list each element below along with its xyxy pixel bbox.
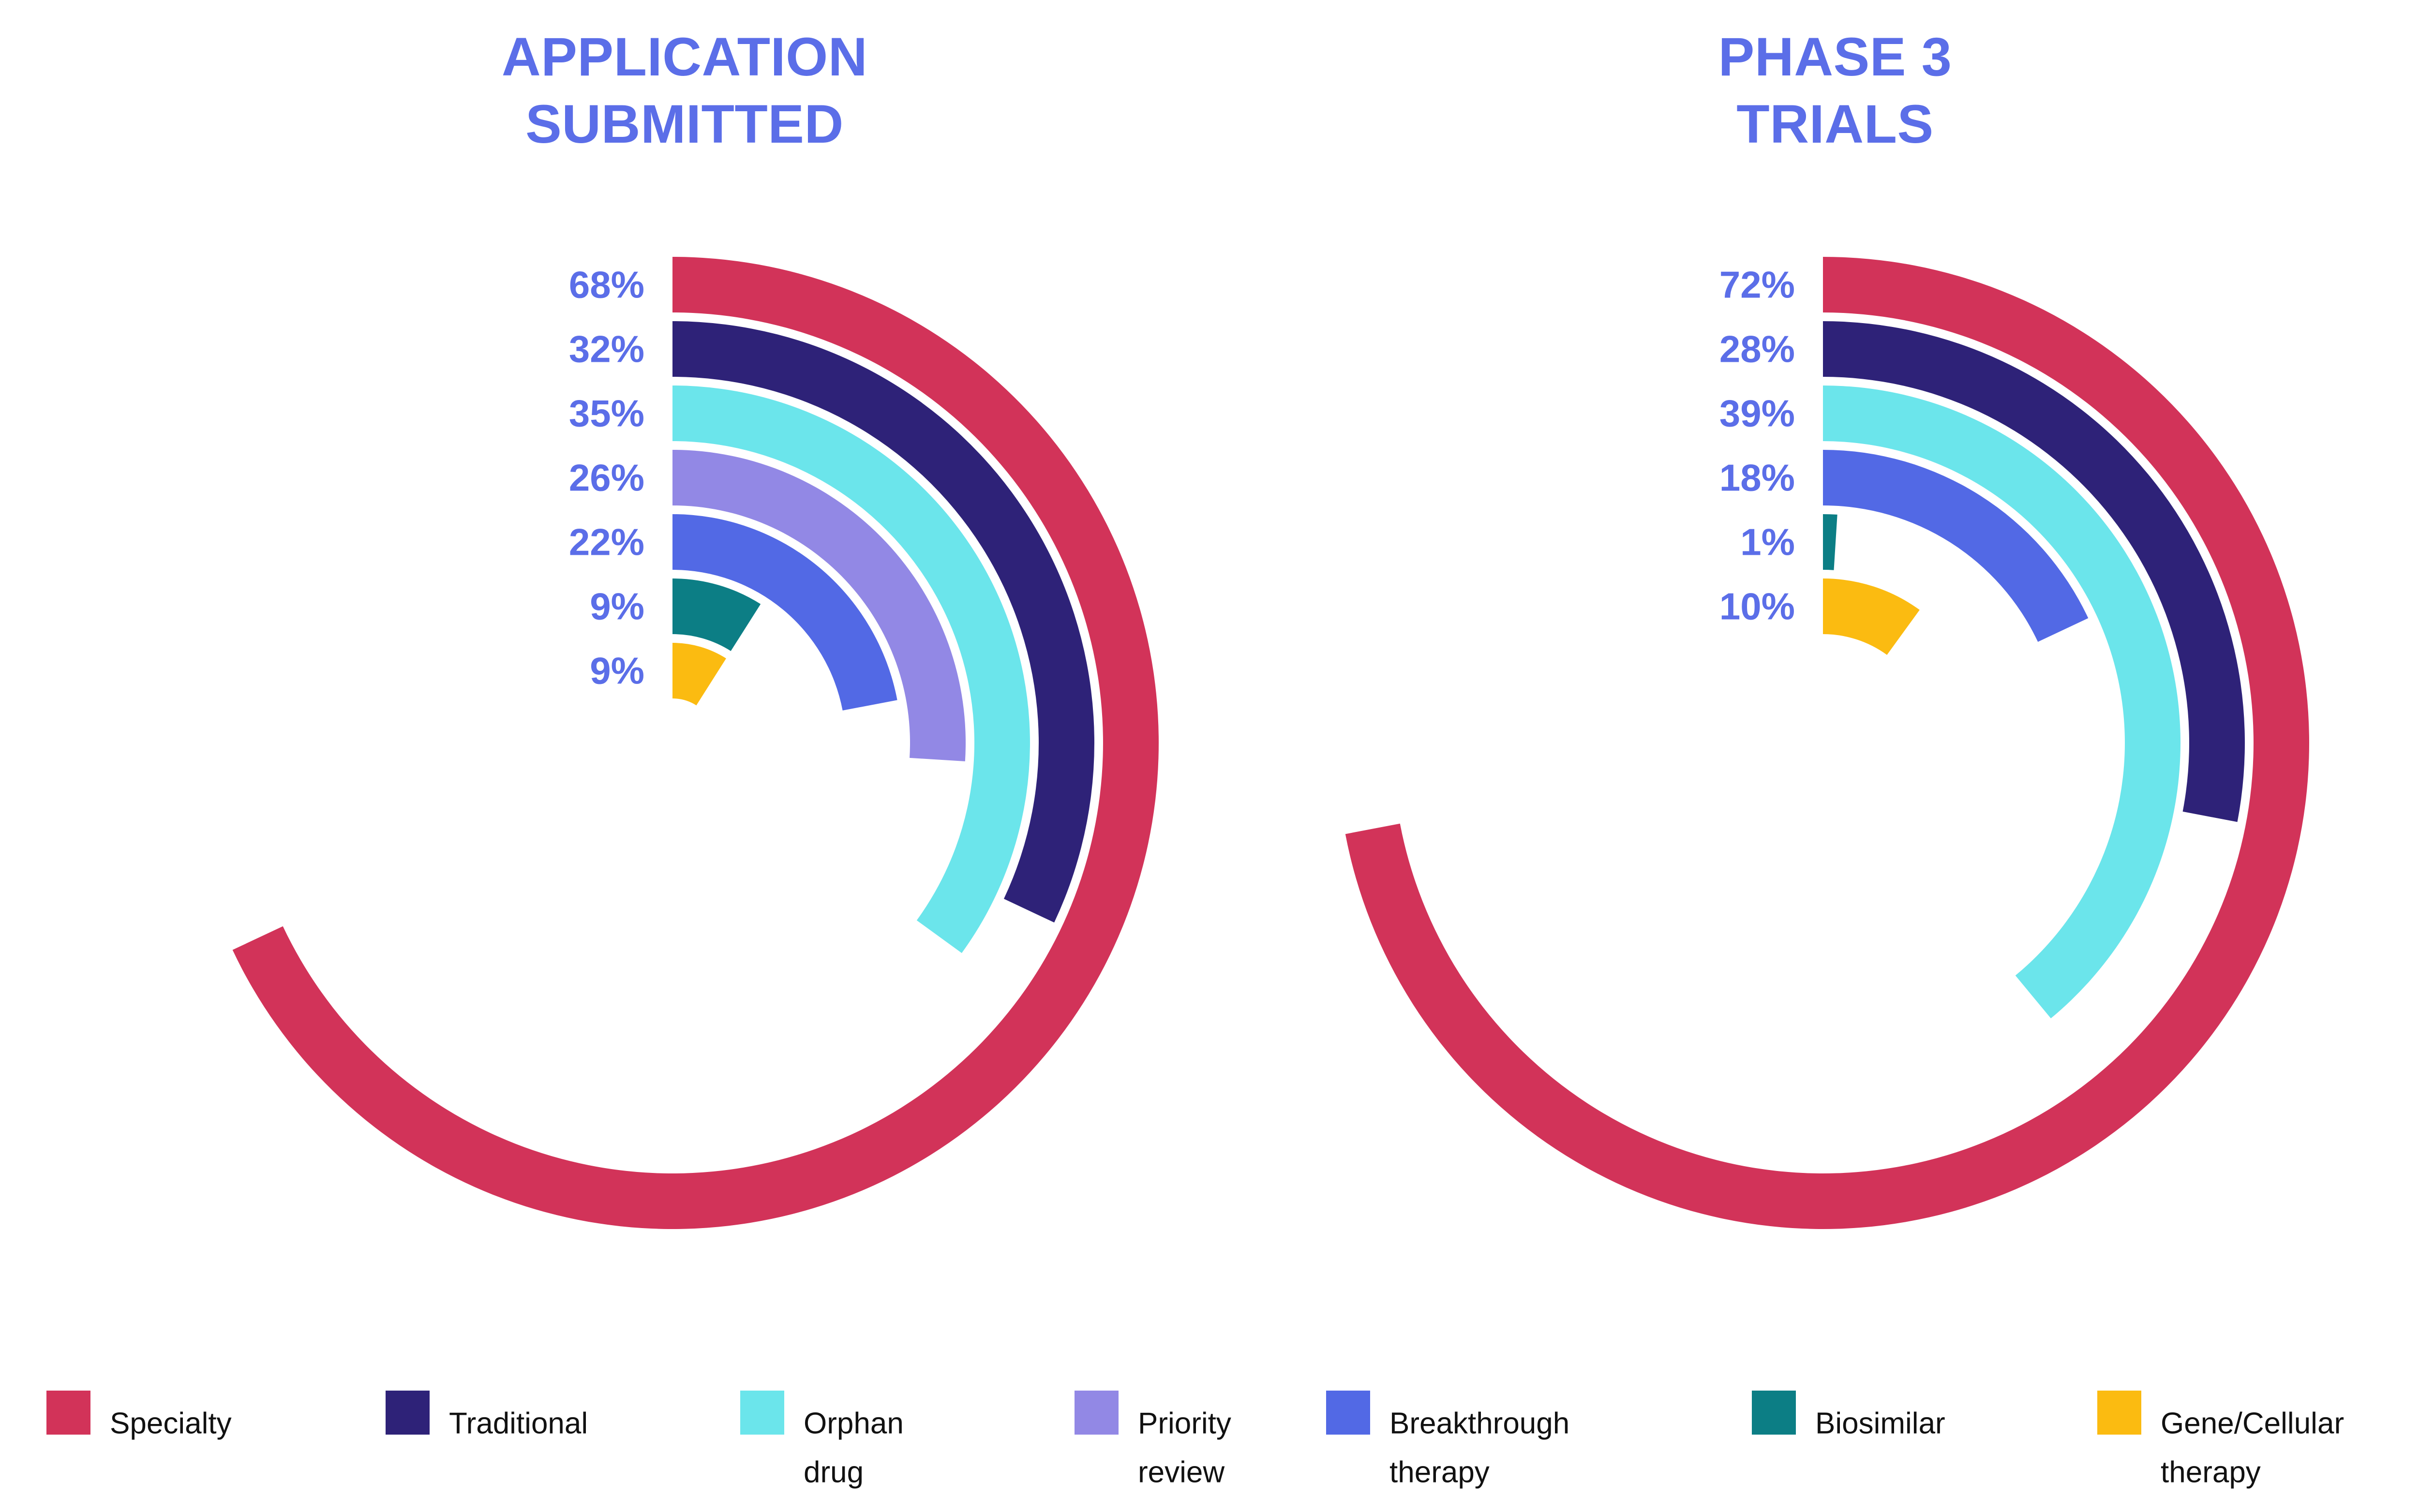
svg-text:SUBMITTED: SUBMITTED — [525, 94, 844, 154]
svg-text:APPLICATION: APPLICATION — [502, 27, 867, 87]
svg-text:26%: 26% — [569, 457, 644, 499]
svg-text:Gene/Cellular: Gene/Cellular — [2161, 1407, 2344, 1440]
svg-text:32%: 32% — [569, 328, 644, 371]
svg-text:Biosimilar: Biosimilar — [1815, 1407, 1945, 1440]
svg-text:TRIALS: TRIALS — [1736, 94, 1933, 154]
svg-text:9%: 9% — [590, 650, 644, 692]
svg-text:therapy: therapy — [1389, 1455, 1490, 1489]
svg-text:39%: 39% — [1719, 392, 1795, 435]
svg-text:review: review — [1138, 1455, 1224, 1489]
svg-text:9%: 9% — [590, 585, 644, 628]
svg-text:22%: 22% — [569, 521, 644, 563]
svg-text:28%: 28% — [1719, 328, 1795, 371]
svg-text:Breakthrough: Breakthrough — [1389, 1407, 1569, 1440]
svg-text:Priority: Priority — [1138, 1407, 1231, 1440]
svg-text:18%: 18% — [1719, 457, 1795, 499]
svg-text:35%: 35% — [569, 392, 644, 435]
svg-text:1%: 1% — [1740, 521, 1795, 563]
svg-text:Traditional: Traditional — [449, 1407, 588, 1440]
svg-text:therapy: therapy — [2161, 1455, 2261, 1489]
svg-text:PHASE 3: PHASE 3 — [1718, 27, 1952, 87]
svg-text:10%: 10% — [1719, 585, 1795, 628]
svg-text:drug: drug — [804, 1455, 864, 1489]
svg-text:Specialty: Specialty — [110, 1407, 232, 1440]
svg-text:68%: 68% — [569, 264, 644, 306]
svg-text:Orphan: Orphan — [804, 1407, 904, 1440]
svg-text:72%: 72% — [1719, 264, 1795, 306]
